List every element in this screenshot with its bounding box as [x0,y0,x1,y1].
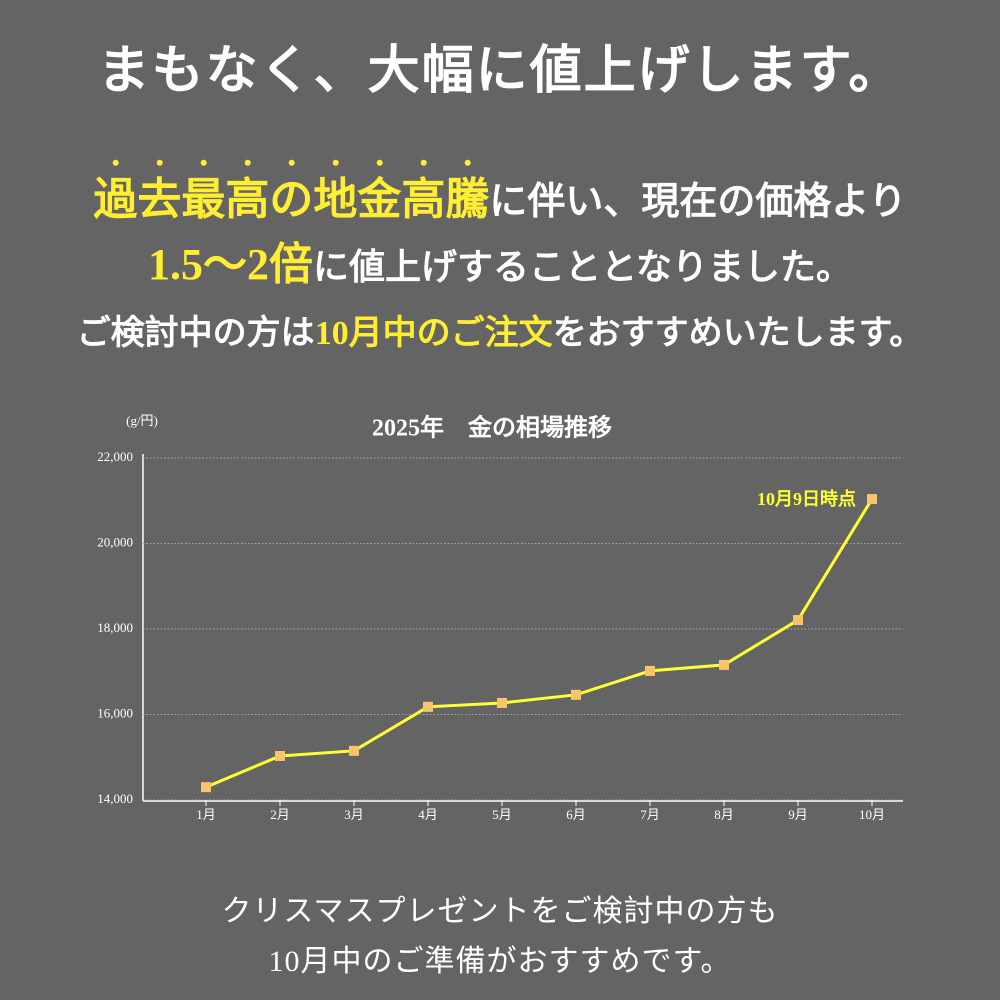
lead-line: 過去最高の地金高騰に伴い、現在の価格より [0,150,1000,227]
headline: まもなく、大幅に値上げします。 [97,43,903,100]
marker [793,615,803,626]
line [205,498,874,789]
y-tick-label: 16,000 [97,705,133,720]
x-tick-label: 1月 [196,807,216,822]
lead-line: ご検討中の方は10月中のご注文をおすすめいたします。 [0,305,1000,354]
marker [349,745,359,756]
chart: 2025年 金の相場推移 (g/円) 14,000 16,000 18,000 20,… [97,413,903,822]
x-tick-label: 5月 [492,807,512,822]
marker [423,701,433,712]
y-axis-label: (g/円) [126,413,158,428]
x-tick-label: 10月 [859,807,885,822]
chart-title: 2025年 金の相場推移 [372,414,612,442]
lead-text: ご検討中の方は [76,315,315,352]
x-tick-label: 2月 [270,807,290,822]
y-tick-label: 18,000 [97,620,133,635]
marker [645,665,655,676]
y-tick-label: 14,000 [97,791,133,806]
footer-line: クリスマスプレゼントをご検討中の方も [221,895,779,928]
x-tick-label: 4月 [418,807,438,822]
lead-text: をおすすめいたします。 [552,315,924,352]
highlight-text: 10月中のご注文 [314,315,553,352]
x-tick-label: 8月 [714,807,734,822]
x-tick-label: 6月 [566,807,586,822]
lead-text: に値上げすることとなりました。 [313,247,852,287]
highlight-text: 1.5〜2倍 [148,240,314,289]
x-tick-label: 3月 [344,807,364,822]
marker [201,782,211,793]
footer-line: 10月中のご準備がおすすめです。 [268,945,732,978]
lead-line: 1.5〜2倍に値上げすることとなりました。 [0,228,1000,292]
annotation: 10月9日時点 [757,488,856,509]
y-tick-label: 22,000 [97,449,133,464]
y-tick-label: 20,000 [97,534,133,549]
lead-text: に伴い、現在の価格より [489,181,907,223]
x-tick-label: 9月 [788,807,808,822]
x-tick-label: 7月 [640,807,660,822]
marker [571,689,581,700]
marker [867,494,877,505]
marker [275,750,285,761]
marker [497,697,507,708]
marker [719,659,729,670]
highlight-text: 過去最高の地金高騰 [93,175,490,224]
